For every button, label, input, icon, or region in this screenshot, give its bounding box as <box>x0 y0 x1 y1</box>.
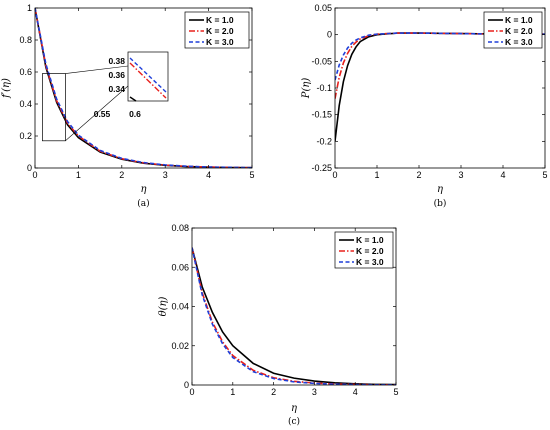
x-tick-label: 5 <box>249 170 254 180</box>
x-tick-label: 2 <box>119 170 124 180</box>
legend-label: K = 2.0 <box>505 26 533 36</box>
x-tick-label: 0 <box>32 170 37 180</box>
inset-y-tick-label: 0.36 <box>108 70 125 80</box>
x-tick-label: 1 <box>230 387 235 397</box>
series-line-k-1-0 <box>335 32 545 142</box>
y-tick-label: 0.05 <box>314 3 332 13</box>
legend: K = 1.0K = 2.0K = 3.0 <box>483 11 543 49</box>
y-tick-label: 0.4 <box>19 99 32 109</box>
legend: K = 1.0K = 2.0K = 3.0 <box>184 11 250 49</box>
x-axis-label: η <box>291 403 297 414</box>
inset-y-tick-label: 0.38 <box>108 56 125 66</box>
legend-box <box>483 11 543 49</box>
legend-label: K = 3.0 <box>505 37 533 47</box>
y-tick-label: 1 <box>27 3 32 13</box>
zoom-region-box <box>42 73 66 142</box>
inset-connector <box>65 65 129 74</box>
y-axis-label: θ(η) <box>158 297 169 317</box>
inset-y-tick-label: 0.34 <box>108 84 125 94</box>
inset: 0.38 0.36 0.34 0.55 0.6 <box>42 51 169 142</box>
x-tick-label: 1 <box>76 170 81 180</box>
y-tick-label: 0 <box>27 163 32 173</box>
y-tick-label: 0 <box>184 380 189 390</box>
legend-label: K = 1.0 <box>505 15 533 25</box>
legend-label: K = 1.0 <box>206 15 234 25</box>
x-tick-label: 0 <box>189 387 194 397</box>
x-tick-label: 5 <box>542 170 547 180</box>
x-tick-label: 2 <box>271 387 276 397</box>
x-tick-label: 2 <box>416 170 421 180</box>
x-tick-label: 5 <box>393 387 398 397</box>
y-tick-label: 0.2 <box>19 131 32 141</box>
legend-label: K = 2.0 <box>206 26 234 36</box>
x-axis-label: η <box>437 184 443 195</box>
x-tick-label: 3 <box>458 170 463 180</box>
x-tick-label: 4 <box>500 170 505 180</box>
legend-label: K = 3.0 <box>206 37 234 47</box>
chart-caption: (b) <box>434 198 447 209</box>
chart-caption: (c) <box>288 416 300 427</box>
y-tick-label: 0.06 <box>171 262 189 272</box>
inset-series-line <box>129 57 167 93</box>
y-axis-label: P(η) <box>301 78 312 100</box>
y-tick-label: -0.05 <box>311 56 332 66</box>
x-tick-label: 1 <box>374 170 379 180</box>
inset-connector <box>65 85 129 142</box>
x-tick-label: 3 <box>163 170 168 180</box>
legend-label: K = 3.0 <box>356 257 384 267</box>
y-tick-label: -0.15 <box>311 110 332 120</box>
chart-caption: (a) <box>137 198 149 209</box>
y-tick-label: 0.04 <box>171 302 189 312</box>
x-axis-label: η <box>141 184 147 195</box>
y-tick-label: 0.8 <box>19 35 32 45</box>
y-tick-label: -0.2 <box>316 136 332 146</box>
x-tick-label: 4 <box>353 387 358 397</box>
plot-frame <box>34 7 253 169</box>
x-tick-label: 3 <box>312 387 317 397</box>
series-line-k-3-0 <box>192 247 396 385</box>
legend-box <box>334 231 394 269</box>
legend-label: K = 2.0 <box>356 246 384 256</box>
x-tick-label: 0 <box>332 170 337 180</box>
inset-x-tick-label: 0.55 <box>94 109 111 119</box>
chart-b: 0 1 2 3 4 5 0.05 0 -0.05 -0.1 -0.15 -0.2 -0.25 η P(η) (… <box>301 3 548 209</box>
y-tick-label: -0.1 <box>316 83 332 93</box>
y-tick-label: -0.25 <box>311 163 332 173</box>
series-line-k-3-0 <box>335 32 545 81</box>
y-axis-label: f′(η) <box>1 78 12 99</box>
y-tick-label: 0.08 <box>171 223 189 233</box>
x-tick-label: 4 <box>206 170 211 180</box>
y-tick-label: 0 <box>327 30 332 40</box>
y-tick-label: 0.6 <box>19 67 32 77</box>
inset-series-line <box>129 62 167 99</box>
inset-series-line <box>129 96 137 102</box>
legend: K = 1.0K = 2.0K = 3.0 <box>334 231 394 269</box>
legend-label: K = 1.0 <box>356 235 384 245</box>
inset-frame <box>127 51 169 102</box>
inset-x-tick-label: 0.6 <box>129 109 141 119</box>
y-tick-label: 0.02 <box>171 341 189 351</box>
